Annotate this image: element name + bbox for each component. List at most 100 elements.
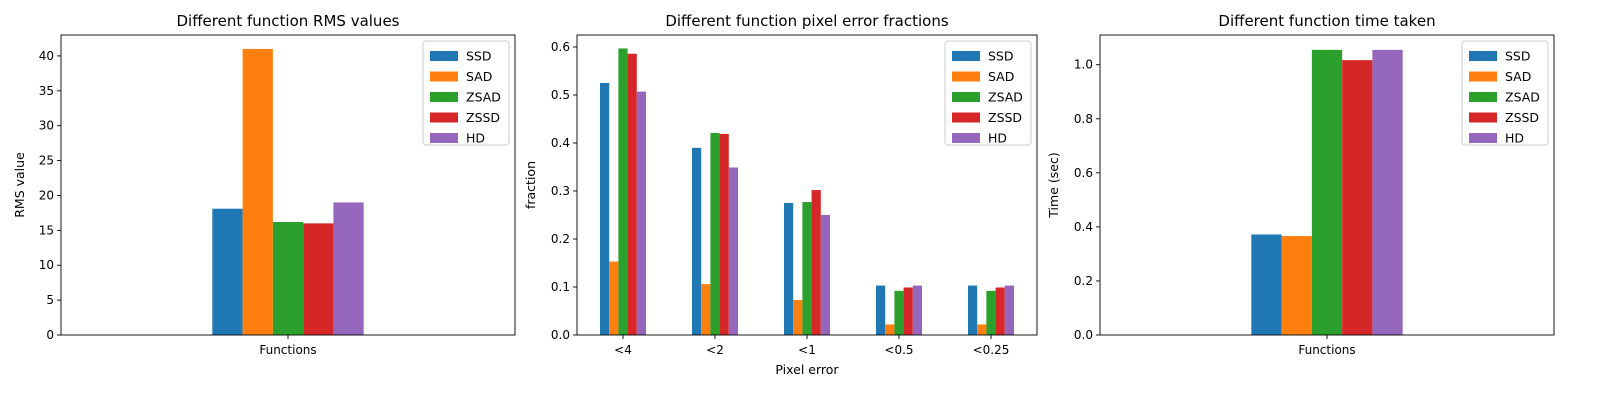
bar-zssd-4 xyxy=(995,287,1005,335)
legend-swatch-hd xyxy=(1469,133,1497,143)
bar-zssd-0 xyxy=(303,223,334,335)
y-tick-label: 0.1 xyxy=(551,280,570,294)
y-tick-label: 0.0 xyxy=(1074,328,1093,342)
y-tick-label: 0.0 xyxy=(551,328,570,342)
bar-zssd-3 xyxy=(903,287,913,335)
x-axis-label: Pixel error xyxy=(775,362,839,377)
legend-label-sad: SAD xyxy=(466,69,492,84)
legend-swatch-zsad xyxy=(952,92,980,102)
legend-label-hd: HD xyxy=(466,131,485,146)
bar-hd-0 xyxy=(333,202,364,335)
bar-zsad-0 xyxy=(618,48,628,335)
bar-zsad-0 xyxy=(272,221,304,335)
chart-title: Different function time taken xyxy=(1218,12,1435,30)
bar-zsad-3 xyxy=(894,290,904,335)
legend-label-hd: HD xyxy=(1505,131,1524,146)
legend-label-zsad: ZSAD xyxy=(1505,90,1540,105)
x-tick-label: <0.25 xyxy=(973,343,1010,357)
y-tick-label: 0.4 xyxy=(1074,220,1093,234)
legend-label-ssd: SSD xyxy=(466,49,492,64)
bar-zssd-0 xyxy=(1342,60,1373,336)
bar-sad-1 xyxy=(701,284,711,335)
bar-sad-0 xyxy=(1281,236,1312,335)
y-tick-label: 40 xyxy=(39,49,54,63)
y-tick-label: 20 xyxy=(39,188,54,202)
bar-zsad-4 xyxy=(986,290,996,335)
y-tick-label: 0 xyxy=(46,328,54,342)
bar-sad-0 xyxy=(242,48,273,335)
bar-hd-0 xyxy=(636,91,646,335)
y-tick-label: 35 xyxy=(39,84,54,98)
x-tick-label: <0.5 xyxy=(884,343,913,357)
legend-label-ssd: SSD xyxy=(988,49,1014,64)
y-axis-label: RMS value xyxy=(12,152,27,218)
bar-ssd-4 xyxy=(968,285,978,335)
bar-hd-2 xyxy=(820,215,830,335)
bar-ssd-0 xyxy=(212,208,243,335)
y-tick-label: 1.0 xyxy=(1074,58,1093,72)
x-tick-label: <1 xyxy=(798,343,816,357)
legend-label-sad: SAD xyxy=(1505,69,1531,84)
bar-zssd-2 xyxy=(811,190,821,335)
legend-swatch-zssd xyxy=(952,112,980,123)
y-tick-label: 0.6 xyxy=(551,40,570,54)
y-tick-label: 30 xyxy=(39,119,54,133)
y-tick-label: 10 xyxy=(39,258,54,272)
y-tick-label: 0.5 xyxy=(551,88,570,102)
bar-hd-0 xyxy=(1372,49,1403,335)
legend-swatch-ssd xyxy=(430,51,458,61)
y-tick-label: 0.6 xyxy=(1074,166,1093,180)
bar-hd-3 xyxy=(912,285,922,335)
legend-swatch-hd xyxy=(952,133,980,143)
y-tick-label: 0.4 xyxy=(551,136,570,150)
legend-swatch-ssd xyxy=(952,51,980,61)
chart-title: Different function RMS values xyxy=(177,12,400,30)
bar-zsad-0 xyxy=(1311,49,1343,335)
y-tick-label: 15 xyxy=(39,223,54,237)
legend-label-ssd: SSD xyxy=(1505,49,1531,64)
chart-pixel-error-fractions: 0.0 0.1 0.2 0.3 0.4 0.5 0.6 <4 <2 <1 <0.5 <0.25 Diff… xyxy=(523,12,1038,377)
legend-label-zssd: ZSSD xyxy=(466,110,500,125)
bar-sad-0 xyxy=(609,261,619,335)
legend-swatch-zssd xyxy=(430,112,458,123)
bar-ssd-0 xyxy=(1251,234,1282,335)
bar-ssd-0 xyxy=(600,83,610,335)
bar-sad-2 xyxy=(793,299,803,335)
legend-swatch-sad xyxy=(952,71,980,82)
bar-sad-3 xyxy=(885,324,895,335)
x-tick-label: <2 xyxy=(706,343,724,357)
legend-swatch-ssd xyxy=(1469,51,1497,61)
legend-label-hd: HD xyxy=(988,131,1007,146)
legend-label-zssd: ZSSD xyxy=(988,110,1022,125)
bar-zssd-1 xyxy=(719,133,729,335)
x-tick-label: Functions xyxy=(1298,343,1355,357)
legend-label-zssd: ZSSD xyxy=(1505,110,1539,125)
legend-label-zsad: ZSAD xyxy=(466,90,501,105)
y-tick-label: 0.2 xyxy=(551,232,570,246)
legend-swatch-sad xyxy=(430,71,458,82)
y-tick-label: 0.3 xyxy=(551,184,570,198)
bar-zsad-2 xyxy=(802,202,812,335)
bar-zsad-1 xyxy=(710,132,720,335)
legend-label-zsad: ZSAD xyxy=(988,90,1023,105)
x-tick-label: <4 xyxy=(614,343,632,357)
chart-time-taken: 0.0 0.2 0.4 0.6 0.8 1.0 Functions Different fun… xyxy=(1046,12,1555,357)
y-tick-label: 0.2 xyxy=(1074,274,1093,288)
bar-sad-4 xyxy=(977,324,987,335)
bar-ssd-1 xyxy=(692,147,702,335)
y-axis-label: fraction xyxy=(523,161,538,209)
bar-hd-4 xyxy=(1004,285,1014,335)
legend-swatch-hd xyxy=(430,133,458,143)
bar-zssd-0 xyxy=(627,53,637,335)
legend-label-sad: SAD xyxy=(988,69,1014,84)
y-axis-label: Time (sec) xyxy=(1046,152,1061,218)
legend-swatch-zsad xyxy=(1469,92,1497,102)
chart-title: Different function pixel error fractions xyxy=(665,12,949,30)
bar-hd-1 xyxy=(728,167,738,335)
legend-swatch-sad xyxy=(1469,71,1497,82)
y-tick-label: 25 xyxy=(39,154,54,168)
legend-swatch-zssd xyxy=(1469,112,1497,123)
x-tick-label: Functions xyxy=(259,343,316,357)
legend-swatch-zsad xyxy=(430,92,458,102)
